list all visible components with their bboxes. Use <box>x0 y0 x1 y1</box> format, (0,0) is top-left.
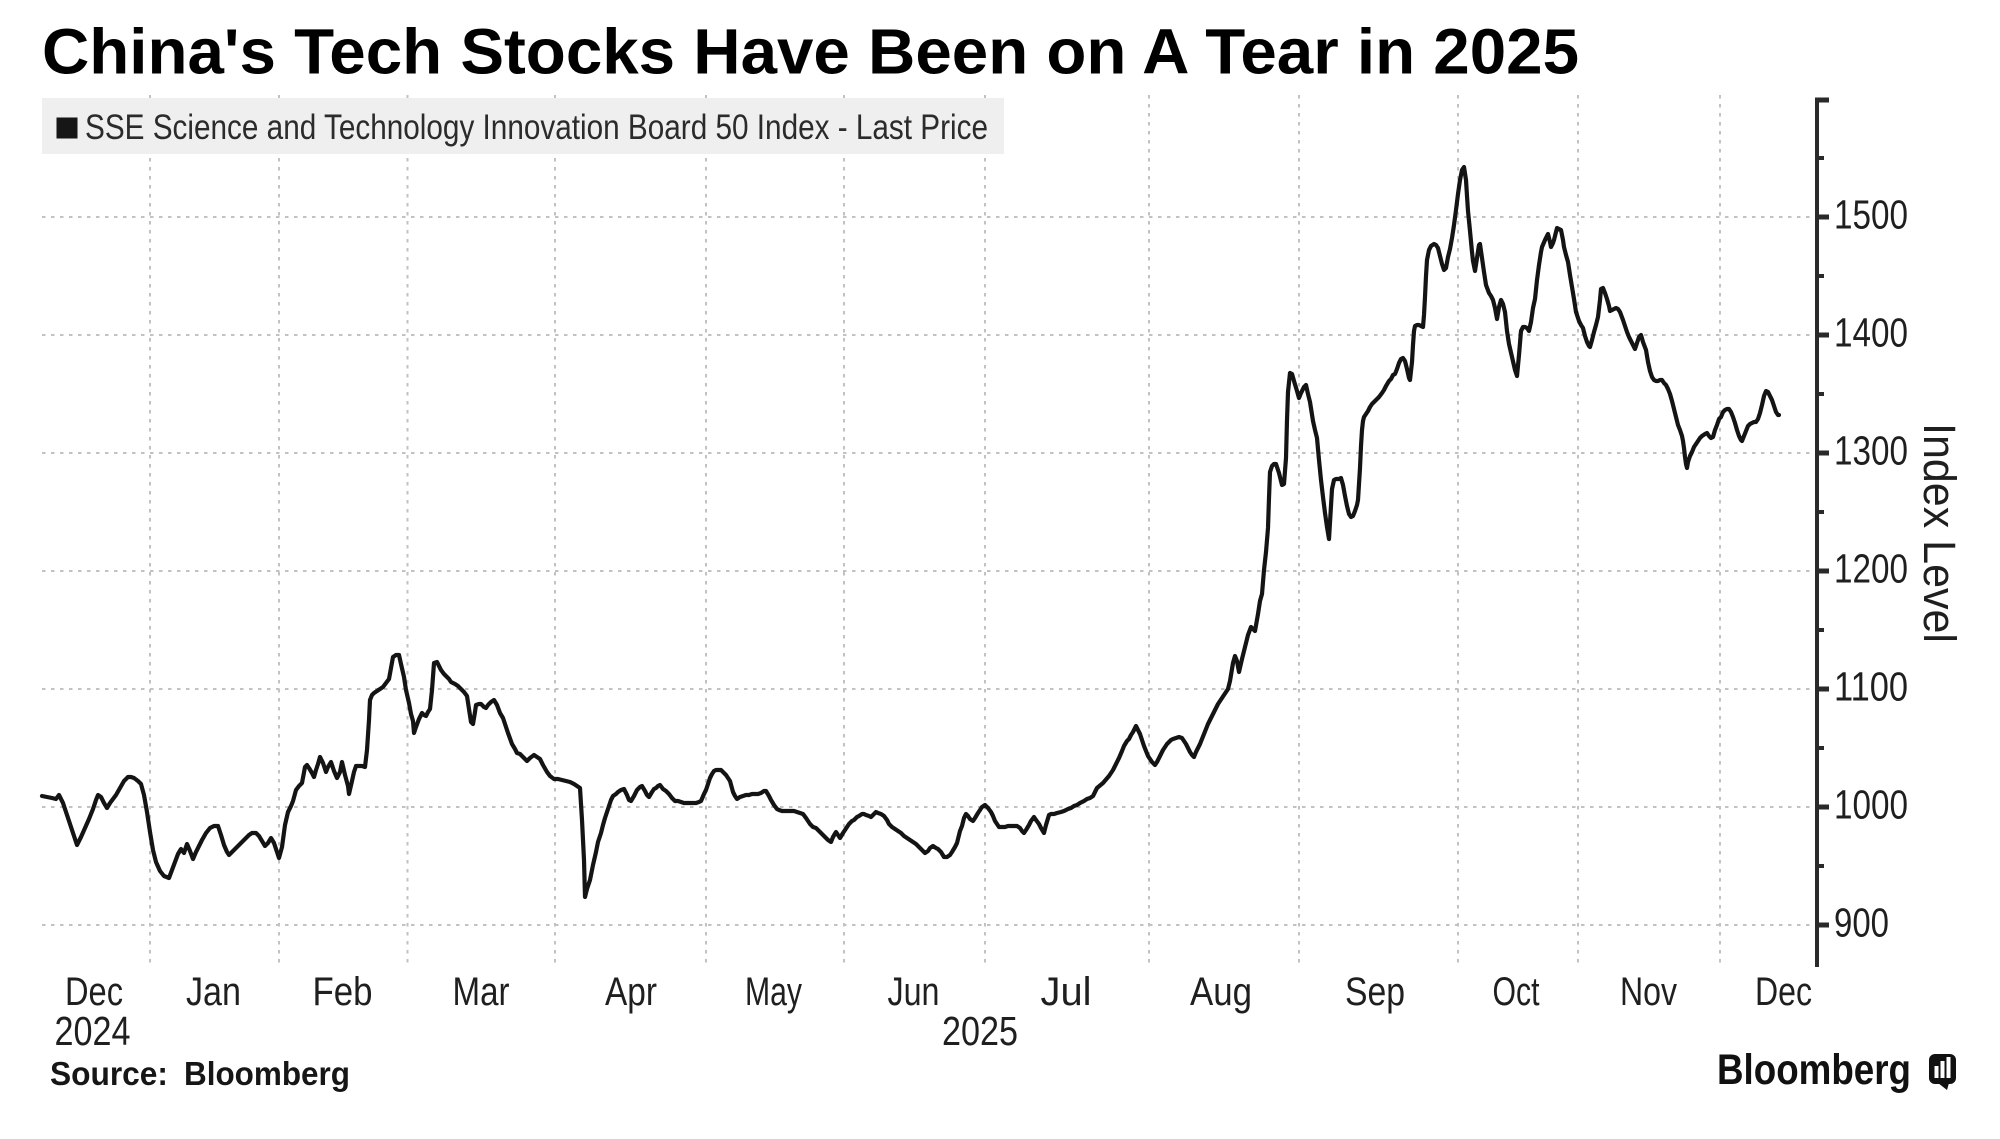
svg-text:1300: 1300 <box>1834 428 1908 474</box>
svg-text:2025: 2025 <box>942 1008 1018 1054</box>
svg-text:Feb: Feb <box>313 970 373 1014</box>
svg-text:Oct: Oct <box>1493 970 1540 1014</box>
svg-text:1100: 1100 <box>1834 664 1908 710</box>
svg-text:2024: 2024 <box>55 1008 131 1054</box>
svg-text:1000: 1000 <box>1834 782 1908 828</box>
svg-text:Dec: Dec <box>65 970 123 1014</box>
svg-text:Jan: Jan <box>186 970 241 1014</box>
svg-text:Index Level: Index Level <box>1914 423 1965 643</box>
svg-text:Mar: Mar <box>453 970 510 1014</box>
svg-text:1400: 1400 <box>1834 310 1908 356</box>
svg-text:Jul: Jul <box>1041 970 1092 1014</box>
svg-text:China's Tech Stocks Have Been: China's Tech Stocks Have Been on A Tear … <box>42 16 1579 88</box>
svg-text:Sep: Sep <box>1345 970 1405 1014</box>
svg-text:Dec: Dec <box>1755 970 1812 1014</box>
svg-text:1200: 1200 <box>1834 546 1908 592</box>
svg-text:900: 900 <box>1834 900 1889 946</box>
svg-text:Bloomberg: Bloomberg <box>184 1055 350 1092</box>
svg-text:SSE Science and Technology Inn: SSE Science and Technology Innovation Bo… <box>85 108 988 147</box>
svg-text:Bloomberg: Bloomberg <box>1717 1047 1911 1094</box>
svg-text:Aug: Aug <box>1190 970 1252 1014</box>
svg-text:Source:: Source: <box>50 1055 168 1092</box>
svg-text:Apr: Apr <box>605 970 657 1014</box>
svg-text:Jun: Jun <box>888 970 940 1014</box>
svg-text:Nov: Nov <box>1620 970 1677 1014</box>
svg-text:May: May <box>745 970 802 1014</box>
svg-text:1500: 1500 <box>1834 192 1908 238</box>
